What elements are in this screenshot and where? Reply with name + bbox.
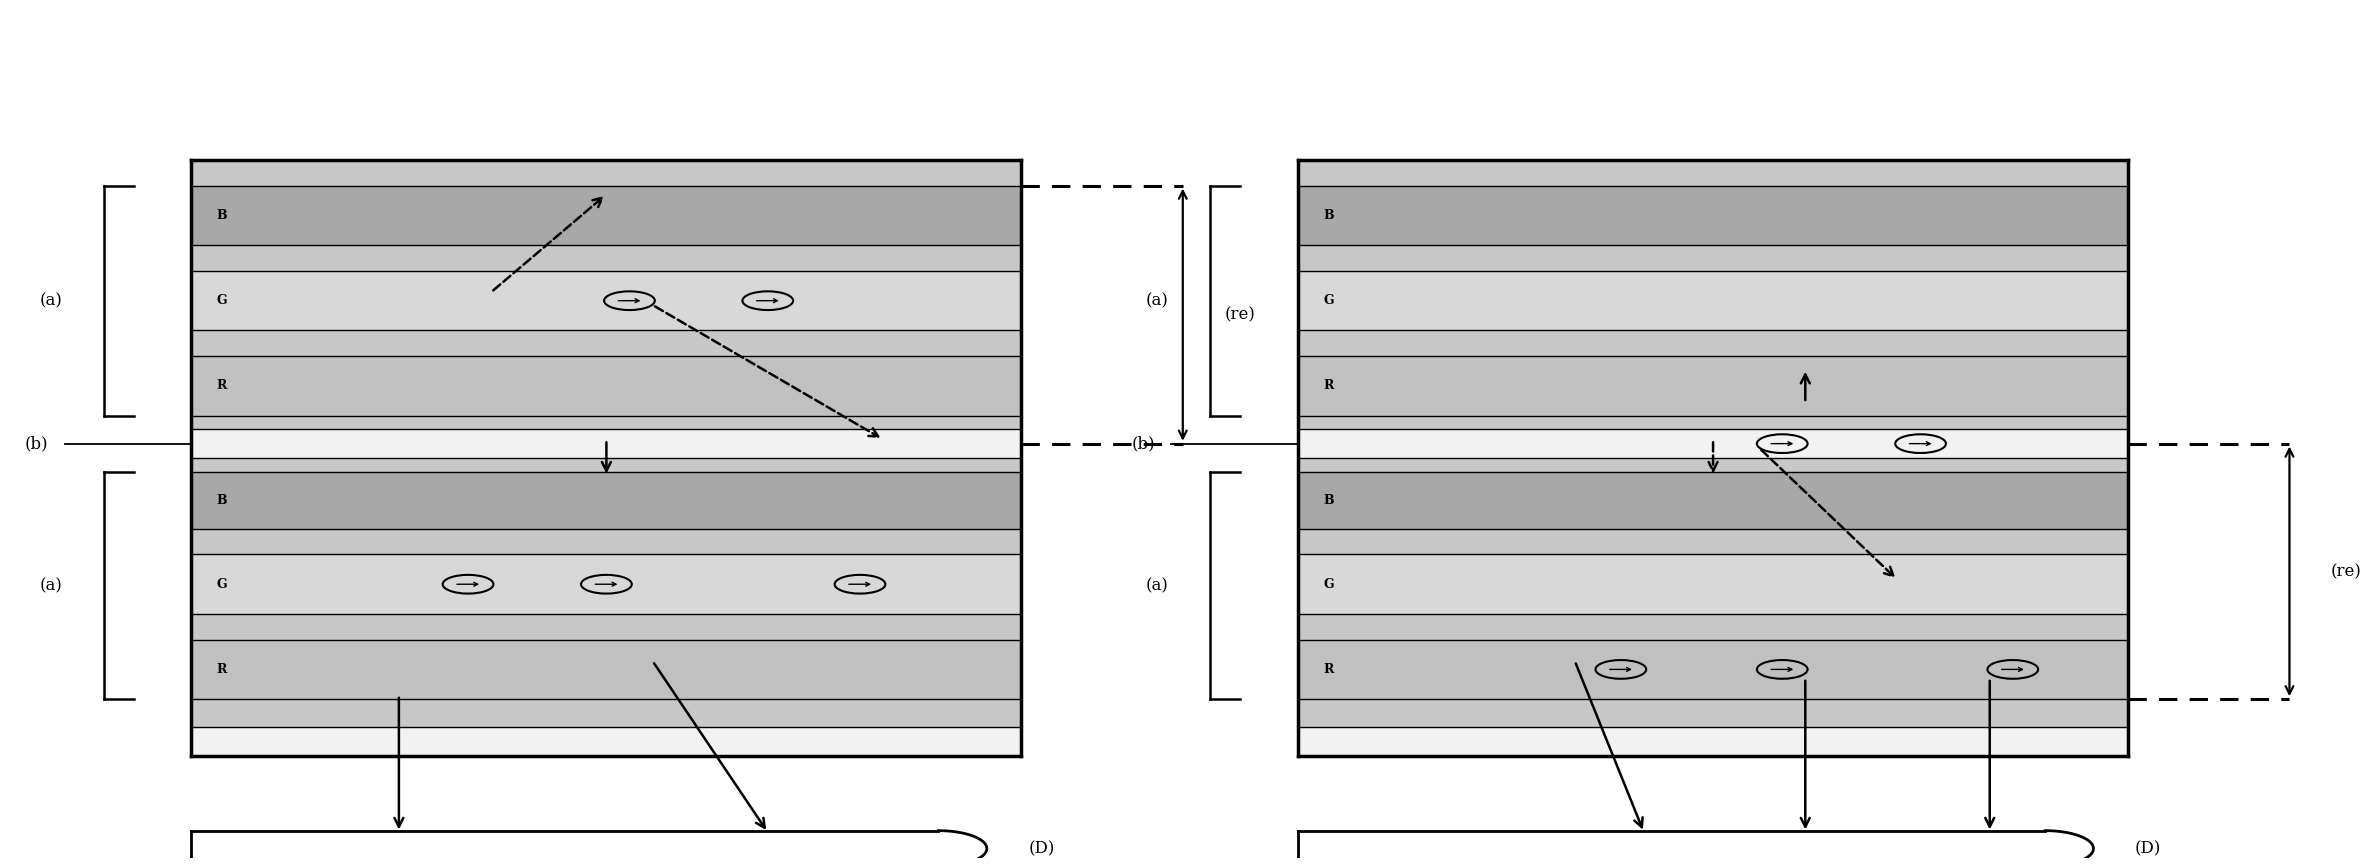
Bar <box>192 430 1022 458</box>
Text: R: R <box>1324 379 1334 392</box>
Text: (a): (a) <box>1147 292 1168 309</box>
Text: R: R <box>1324 662 1334 675</box>
Text: (D): (D) <box>2136 840 2162 857</box>
Text: (a): (a) <box>40 578 61 594</box>
Bar <box>192 727 1022 756</box>
Text: (b): (b) <box>24 435 47 452</box>
Bar <box>1298 640 2128 699</box>
Bar <box>1298 160 2128 756</box>
Text: (re): (re) <box>1225 307 1256 323</box>
Bar <box>1298 430 2128 458</box>
Text: B: B <box>1324 209 1334 222</box>
Bar <box>192 554 1022 614</box>
Bar <box>1298 727 2128 756</box>
Bar <box>192 472 1022 529</box>
Bar <box>1298 271 2128 331</box>
Bar <box>1298 554 2128 614</box>
Bar <box>1298 356 2128 416</box>
Text: (a): (a) <box>40 292 61 309</box>
Text: G: G <box>218 578 227 591</box>
Bar <box>192 640 1022 699</box>
Text: R: R <box>218 379 227 392</box>
Text: (D): (D) <box>1029 840 1055 857</box>
Bar <box>192 271 1022 331</box>
Text: G: G <box>1324 578 1334 591</box>
Text: (re): (re) <box>2332 563 2363 580</box>
Text: B: B <box>218 209 227 222</box>
Text: (a): (a) <box>1147 578 1168 594</box>
Bar <box>192 356 1022 416</box>
Bar <box>1298 472 2128 529</box>
Bar <box>192 830 939 866</box>
Bar <box>1298 830 2046 866</box>
Text: B: B <box>1324 494 1334 507</box>
Bar <box>1298 185 2128 245</box>
Text: (b): (b) <box>1130 435 1154 452</box>
Text: G: G <box>218 294 227 307</box>
Text: B: B <box>218 494 227 507</box>
Bar <box>192 160 1022 756</box>
Bar <box>192 185 1022 245</box>
Text: G: G <box>1324 294 1334 307</box>
Text: R: R <box>218 662 227 675</box>
